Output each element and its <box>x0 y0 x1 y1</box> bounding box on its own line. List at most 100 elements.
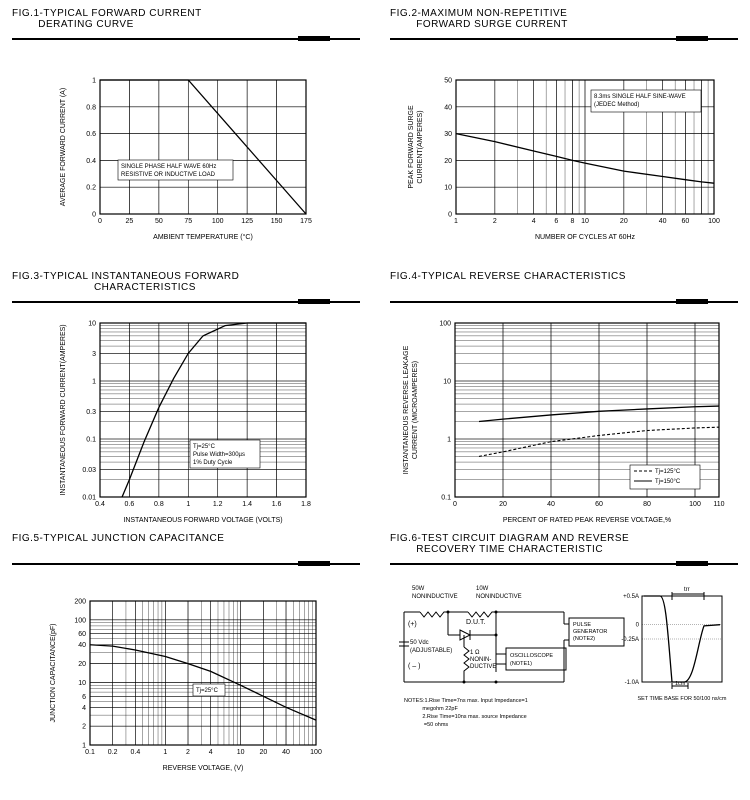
underline <box>12 563 360 565</box>
svg-text:Tj=25°C: Tj=25°C <box>193 444 216 450</box>
svg-text:0.8: 0.8 <box>86 105 96 112</box>
svg-text:50 Vdc: 50 Vdc <box>410 640 429 646</box>
svg-text:8: 8 <box>571 218 575 225</box>
svg-text:4: 4 <box>209 749 213 756</box>
svg-text:6: 6 <box>82 693 86 700</box>
svg-text:10W: 10W <box>476 586 489 592</box>
svg-text:INSTANTANEOUS FORWARD CURRENT(: INSTANTANEOUS FORWARD CURRENT(AMPERES) <box>60 324 67 495</box>
svg-text:OSCILLOSCOPE: OSCILLOSCOPE <box>510 653 553 659</box>
svg-text:1: 1 <box>186 501 190 508</box>
svg-text:0.01: 0.01 <box>82 494 96 501</box>
svg-text:+0.5A: +0.5A <box>623 594 639 600</box>
svg-text:Pulse Width=300µs: Pulse Width=300µs <box>193 452 245 458</box>
svg-text:=50 ohms: =50 ohms <box>404 722 448 728</box>
chart-fig3: 0.40.60.811.21.41.61.80.010.030.10.31310… <box>56 315 316 525</box>
svg-text:Tj=25°C: Tj=25°C <box>196 688 219 694</box>
svg-text:0.4: 0.4 <box>95 501 105 508</box>
svg-text:1 Ω: 1 Ω <box>470 650 480 656</box>
svg-text:60: 60 <box>78 631 86 638</box>
svg-text:PERCENT OF RATED PEAK REVERSE: PERCENT OF RATED PEAK REVERSE VOLTAGE,% <box>503 517 671 524</box>
svg-text:1cm: 1cm <box>675 681 686 687</box>
svg-text:1.6: 1.6 <box>272 501 282 508</box>
svg-text:1: 1 <box>447 436 451 443</box>
panel-fig5: FIG.5-TYPICAL JUNCTION CAPACITANCE 0.10.… <box>12 533 360 792</box>
svg-text:6: 6 <box>554 218 558 225</box>
panel-fig1: FIG.1-TYPICAL FORWARD CURRENT DERATING C… <box>12 8 360 267</box>
svg-text:0: 0 <box>92 212 96 219</box>
svg-text:10: 10 <box>444 185 452 192</box>
svg-text:75: 75 <box>184 218 192 225</box>
svg-text:AMBIENT TEMPERATURE (°C): AMBIENT TEMPERATURE (°C) <box>153 233 253 241</box>
svg-text:20: 20 <box>444 158 452 165</box>
underline <box>390 563 738 565</box>
svg-text:50: 50 <box>155 218 163 225</box>
svg-text:60: 60 <box>681 218 689 225</box>
svg-text:CURRENT(AMPERES): CURRENT(AMPERES) <box>417 111 424 184</box>
panel-fig3: FIG.3-TYPICAL INSTANTANEOUS FORWARD CHAR… <box>12 271 360 530</box>
chart-fig4: 0204060801001100.1110100Tj=125°CTj=150°C… <box>399 315 729 525</box>
svg-text:150: 150 <box>271 218 283 225</box>
svg-text:100: 100 <box>310 749 322 756</box>
svg-text:20: 20 <box>499 501 507 508</box>
svg-text:1: 1 <box>92 378 96 385</box>
svg-text:SET TIME BASE FOR 50/100 ns/cm: SET TIME BASE FOR 50/100 ns/cm <box>637 696 726 702</box>
svg-text:10: 10 <box>237 749 245 756</box>
svg-text:0.6: 0.6 <box>125 501 135 508</box>
svg-text:NONIN-: NONIN- <box>470 657 491 663</box>
svg-text:0.2: 0.2 <box>108 749 118 756</box>
svg-text:175: 175 <box>300 218 312 225</box>
svg-text:PULSE: PULSE <box>573 622 591 628</box>
svg-text:4: 4 <box>82 704 86 711</box>
svg-text:50W: 50W <box>412 586 425 592</box>
svg-text:200: 200 <box>74 598 86 605</box>
svg-text:1: 1 <box>82 742 86 749</box>
svg-text:40: 40 <box>444 105 452 112</box>
svg-text:125: 125 <box>241 218 253 225</box>
svg-text:JUNCTION CAPACITANCE(pF): JUNCTION CAPACITANCE(pF) <box>50 623 57 722</box>
svg-text:PEAK FORWARD SURGE: PEAK FORWARD SURGE <box>408 105 415 189</box>
svg-text:80: 80 <box>643 501 651 508</box>
svg-text:NUMBER OF CYCLES AT 60Hz: NUMBER OF CYCLES AT 60Hz <box>535 234 636 241</box>
svg-text:1: 1 <box>454 218 458 225</box>
svg-text:(NOTE2): (NOTE2) <box>573 636 595 642</box>
svg-text:NONINDUCTIVE: NONINDUCTIVE <box>412 594 458 600</box>
svg-text:DUCTIVE: DUCTIVE <box>470 664 496 670</box>
svg-text:1: 1 <box>163 749 167 756</box>
svg-text:0: 0 <box>98 218 102 225</box>
svg-text:110: 110 <box>713 501 724 508</box>
svg-text:-1.0A: -1.0A <box>625 680 639 686</box>
panel-fig6: FIG.6-TEST CIRCUIT DIAGRAM AND REVERSE R… <box>390 533 738 792</box>
svg-text:10: 10 <box>88 320 96 327</box>
svg-text:0.8: 0.8 <box>154 501 164 508</box>
svg-text:40: 40 <box>659 218 667 225</box>
svg-text:10: 10 <box>78 680 86 687</box>
svg-text:Tj=125°C: Tj=125°C <box>655 469 681 475</box>
fig6-title: FIG.6-TEST CIRCUIT DIAGRAM AND REVERSE R… <box>390 533 738 559</box>
underline <box>12 38 360 40</box>
fig1-title: FIG.1-TYPICAL FORWARD CURRENT DERATING C… <box>12 8 360 34</box>
svg-text:(JEDEC Method): (JEDEC Method) <box>594 102 639 108</box>
svg-text:0.6: 0.6 <box>86 131 96 138</box>
figure-grid: FIG.1-TYPICAL FORWARD CURRENT DERATING C… <box>12 8 738 792</box>
svg-text:25: 25 <box>126 218 134 225</box>
chart-fig1: 025507510012515017500.20.40.60.81SINGLE … <box>56 72 316 242</box>
svg-text:40: 40 <box>78 642 86 649</box>
svg-text:0: 0 <box>453 501 457 508</box>
svg-text:0.1: 0.1 <box>85 749 95 756</box>
svg-text:2: 2 <box>82 723 86 730</box>
svg-text:30: 30 <box>444 131 452 138</box>
svg-text:20: 20 <box>620 218 628 225</box>
svg-text:megohm 22pF: megohm 22pF <box>404 706 458 712</box>
svg-text:2: 2 <box>186 749 190 756</box>
svg-text:Tj=150°C: Tj=150°C <box>655 479 681 485</box>
svg-text:60: 60 <box>595 501 603 508</box>
svg-text:0.4: 0.4 <box>86 158 96 165</box>
chart-fig6: 50WNONINDUCTIVE10WNONINDUCTIVED.U.T.(+)5… <box>394 578 734 788</box>
chart-fig2: 1246810204060100010203040508.3ms SINGLE … <box>404 72 724 242</box>
svg-text:100: 100 <box>689 501 701 508</box>
panel-fig4: FIG.4-TYPICAL REVERSE CHARACTERISTICS 02… <box>390 271 738 530</box>
svg-text:D.U.T.: D.U.T. <box>466 619 486 626</box>
svg-text:1.4: 1.4 <box>242 501 252 508</box>
svg-text:NOTES:1.Rise Time=7ns max. Inp: NOTES:1.Rise Time=7ns max. Input Impedan… <box>404 698 528 704</box>
underline <box>390 301 738 303</box>
